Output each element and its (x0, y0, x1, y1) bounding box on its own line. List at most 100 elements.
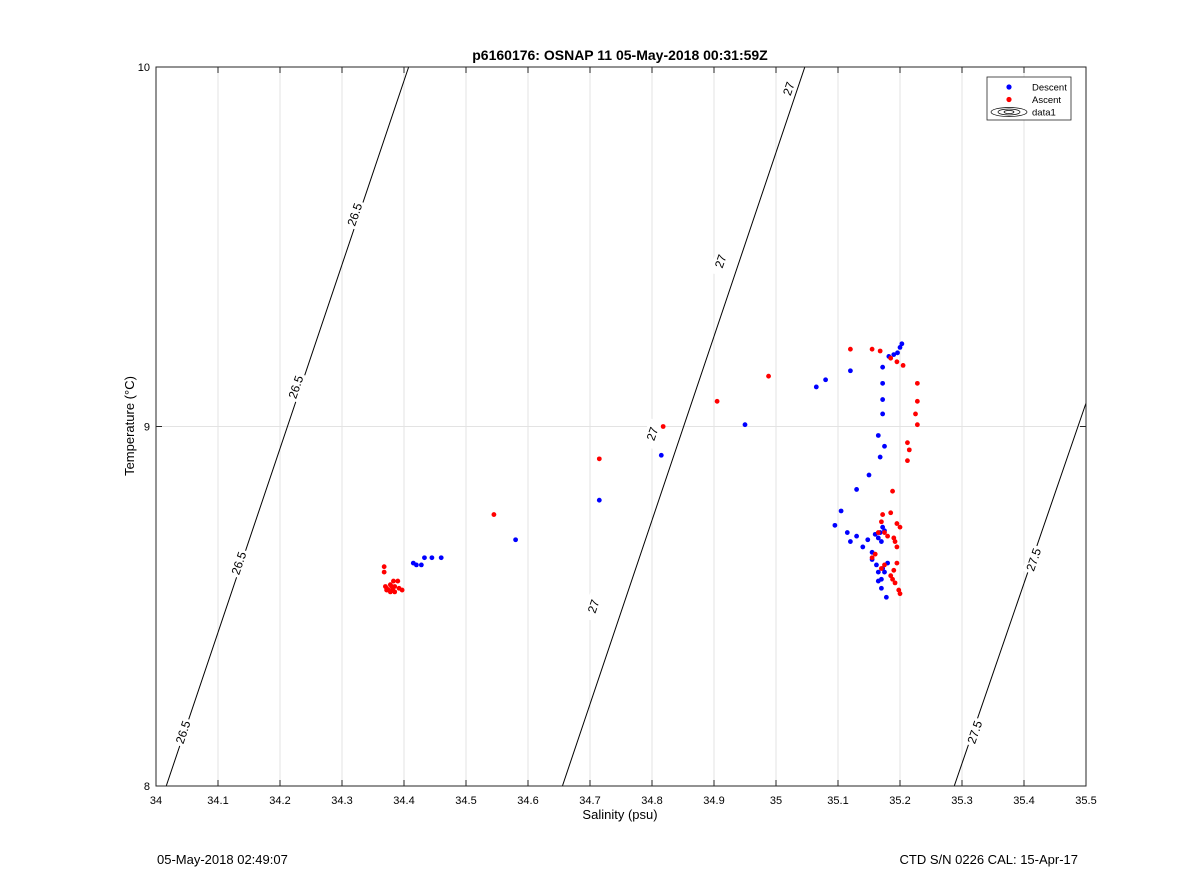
ascent-point (392, 589, 398, 595)
descent-point (422, 555, 427, 561)
legend-contour-icon (990, 107, 1028, 117)
x-tick-label: 35.1 (827, 795, 848, 807)
descent-point (438, 555, 444, 561)
ascent-point (714, 398, 720, 404)
descent-point (895, 350, 900, 356)
descent-point (882, 569, 887, 575)
descent-point (414, 562, 419, 568)
contour-label-group: 27.5 (963, 716, 986, 748)
ascent-point (892, 580, 898, 586)
contour-label: 27 (780, 80, 798, 97)
x-tick-label: 34.8 (641, 795, 662, 807)
descent-point (880, 524, 886, 530)
ascent-point (869, 346, 875, 352)
ascent-point (877, 348, 883, 354)
ascent-point (914, 398, 920, 404)
ascent-point (913, 411, 918, 417)
legend-data1-label: data1 (1032, 108, 1056, 119)
descent-point (429, 555, 435, 561)
descent-point (848, 539, 853, 544)
descent-point (418, 562, 424, 568)
descent-point (883, 594, 889, 600)
descent-point (880, 364, 886, 370)
descent-point (880, 411, 886, 417)
ascent-point (880, 512, 886, 517)
grid-layer (156, 67, 1086, 786)
ascent-point (894, 560, 900, 566)
ascent-point (897, 524, 903, 530)
ascent-point (391, 578, 396, 584)
descent-point (882, 443, 887, 449)
x-tick-label: 34.1 (207, 795, 228, 807)
ascent-point (897, 591, 903, 597)
ascent-point (381, 564, 387, 570)
x-tick-label: 34.7 (579, 795, 600, 807)
y-tick-label: 10 (138, 62, 150, 74)
descent-point (880, 397, 886, 402)
descent-point (875, 433, 881, 438)
descent-point (813, 384, 819, 390)
legend-descent-label: Descent (1032, 83, 1067, 94)
legend: Descent Ascent data1 (986, 76, 1072, 121)
contour-label: 27 (712, 252, 730, 269)
x-axis-label: Salinity (psu) (582, 807, 657, 822)
x-tick-label: 35 (770, 795, 782, 807)
contour-label-bg (777, 73, 800, 105)
contour-label-group: 26.5 (343, 198, 366, 230)
ascent-point (885, 533, 890, 539)
contour-label-group: 27 (777, 73, 800, 105)
ascent-point (914, 380, 920, 386)
contour-label-group: 26.5 (227, 547, 250, 579)
legend-ascent-label: Ascent (1032, 95, 1061, 106)
descent-point (854, 487, 859, 492)
chart-title: p6160176: OSNAP 11 05-May-2018 00:31:59Z (472, 47, 768, 63)
descent-point (875, 535, 881, 541)
descent-point (865, 537, 871, 543)
ticks-layer: 34 34.1 34.2 34.3 34.4 34.5 34.6 34.7 34.8 34.9 35… (138, 62, 1097, 807)
ascent-point (892, 539, 898, 544)
descent-point (866, 472, 872, 478)
legend-ascent-marker (1006, 96, 1012, 103)
x-tick-label: 35.5 (1075, 795, 1096, 807)
contour-label-bg (227, 547, 250, 579)
contour-label: 26.5 (286, 374, 307, 401)
ascent-point (906, 447, 912, 453)
descent-point (874, 562, 879, 568)
contour-label: 26.5 (229, 550, 250, 577)
contour-label-group: 26.5 (171, 716, 194, 748)
ascent-point (882, 530, 887, 535)
descent-point (880, 380, 886, 386)
ascent-point (660, 424, 666, 429)
contour-label-bg (1022, 543, 1045, 576)
ascent-point (875, 530, 881, 535)
contour-label-group: 27 (581, 590, 605, 622)
descent-point (875, 569, 881, 575)
x-tick-label: 34.3 (331, 795, 352, 807)
contour-label-bg (343, 198, 366, 230)
ascent-point (905, 440, 910, 446)
ascent-point (384, 587, 390, 593)
ascent-point (891, 567, 897, 573)
density-contour-27 (561, 67, 806, 786)
ascent-point (888, 510, 894, 516)
ascent-point (894, 544, 900, 550)
descent-point (838, 508, 844, 514)
ascent-point (894, 521, 900, 526)
contour-label-bg (171, 716, 194, 748)
contour-label: 27.5 (964, 719, 985, 746)
x-tick-label: 35.4 (1013, 795, 1034, 807)
descent-point (513, 537, 518, 543)
contour-label: 26.5 (345, 201, 366, 228)
ascent-point (890, 488, 895, 494)
ascent-point (766, 373, 771, 379)
x-tick-label: 35.2 (889, 795, 910, 807)
footer-timestamp: 05-May-2018 02:49:07 (157, 852, 288, 867)
ascent-point (888, 573, 894, 579)
ascent-point (890, 576, 895, 582)
x-tick-label: 34.9 (703, 795, 724, 807)
descent-point (823, 377, 828, 383)
descent-point (877, 454, 883, 460)
descent-point (899, 341, 905, 347)
density-contours-layer: 26.5 26.5 26.5 26.5 27 27 27 27 27.5 27.5 (165, 67, 1086, 786)
ascent-point (888, 355, 894, 361)
